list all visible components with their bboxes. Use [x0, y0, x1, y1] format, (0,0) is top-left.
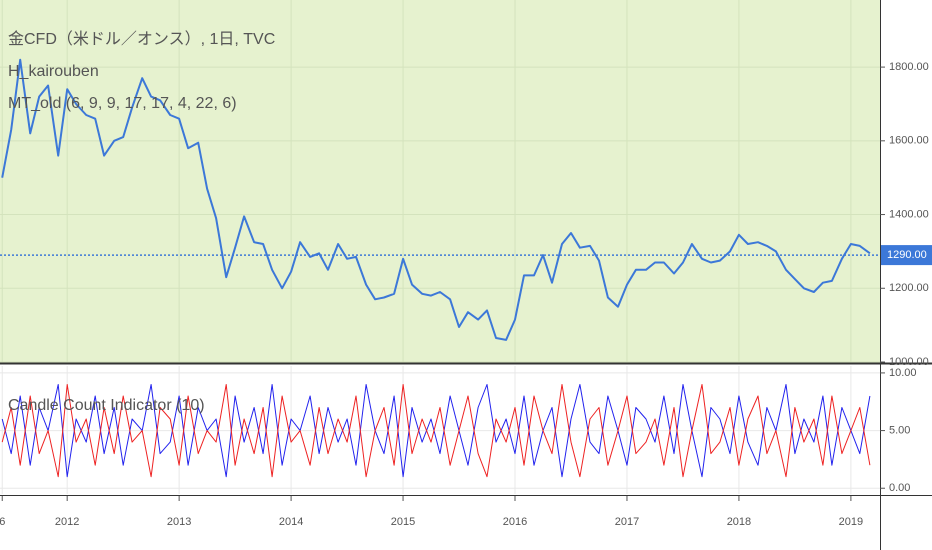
annotation: MT_old (6, 9, 9, 17, 17, 4, 22, 6)	[8, 95, 237, 112]
x-tick-label: 2013	[167, 516, 191, 528]
plot-layer	[0, 0, 880, 494]
x-tick-label: 2017	[615, 516, 639, 528]
price-label: 1290.00	[887, 249, 927, 261]
y-tick-label: 1400.00	[889, 208, 929, 220]
y-tick-label: 1200.00	[889, 282, 929, 294]
series-line	[1, 384, 871, 478]
x-tick-label: 2018	[727, 516, 751, 528]
series-line	[1, 384, 871, 478]
y-tick-label: 5.00	[889, 424, 910, 436]
chart-title: 金CFD（米ドル／オンス）, 1日, TVC	[8, 30, 275, 48]
indicator-title: Candle Count Indicator (10)	[8, 397, 205, 414]
indicator-pane	[0, 366, 880, 494]
x-tick-label: 2015	[391, 516, 415, 528]
series-line	[1, 58, 871, 341]
x-tick-label: 2014	[279, 516, 303, 528]
x-tick-label: 2012	[55, 516, 79, 528]
y-tick-label: 1600.00	[889, 135, 929, 147]
y-tick-label: 0.00	[889, 482, 910, 494]
x-tick-label: 2016	[503, 516, 527, 528]
price-pane	[0, 0, 880, 362]
x-tick-label: 2019	[839, 516, 863, 528]
x-tick-label: 6	[0, 516, 5, 528]
annotation: H_kairouben	[8, 63, 99, 80]
price-label-box	[881, 245, 932, 266]
y-tick-label: 1800.00	[889, 61, 929, 73]
y-tick-label: 1000.00	[889, 356, 929, 368]
y-tick-label: 10.00	[889, 367, 917, 379]
